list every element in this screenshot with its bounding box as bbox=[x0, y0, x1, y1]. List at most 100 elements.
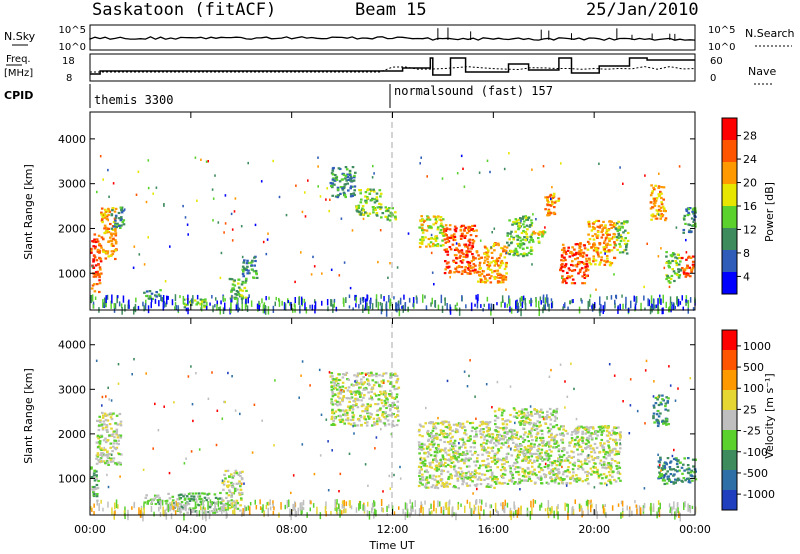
ground-echo bbox=[339, 509, 341, 518]
echo-cell bbox=[419, 425, 423, 428]
ground-echo bbox=[150, 302, 152, 309]
echo-cell bbox=[386, 398, 389, 401]
echo-cell bbox=[102, 420, 106, 423]
echo-cell bbox=[473, 427, 477, 430]
echo-cell bbox=[465, 251, 469, 254]
ground-echo bbox=[547, 297, 549, 306]
echo-cell bbox=[331, 169, 335, 172]
ground-echo bbox=[111, 507, 113, 516]
echo-cell bbox=[657, 193, 661, 196]
echo-cell bbox=[537, 241, 541, 244]
echo-cell bbox=[582, 271, 586, 274]
echo-cell bbox=[500, 442, 504, 445]
echo-cell bbox=[560, 265, 564, 268]
ground-echo bbox=[590, 501, 592, 506]
echo-cell bbox=[527, 477, 531, 480]
echo-cell bbox=[439, 244, 443, 247]
sparse-echo bbox=[304, 191, 306, 194]
echo-cell bbox=[486, 251, 490, 254]
echo-cell bbox=[544, 453, 548, 456]
echo-cell bbox=[330, 185, 333, 188]
echo-cell bbox=[480, 445, 483, 448]
echo-cell bbox=[494, 477, 497, 480]
echo-cell bbox=[599, 425, 602, 428]
echo-cell bbox=[583, 244, 586, 247]
echo-cell bbox=[576, 428, 580, 431]
echo-cell bbox=[474, 264, 477, 267]
echo-cell bbox=[674, 458, 678, 461]
echo-cell bbox=[540, 482, 544, 485]
echo-cell bbox=[586, 426, 590, 430]
echo-cell bbox=[331, 167, 335, 170]
echo-cell bbox=[660, 474, 663, 477]
echo-cell bbox=[436, 487, 440, 490]
echo-cell bbox=[471, 421, 475, 424]
ground-echo bbox=[588, 500, 590, 505]
echo-cell bbox=[483, 252, 486, 255]
echo-cell bbox=[677, 263, 681, 266]
echo-cell bbox=[541, 231, 544, 234]
ground-echo bbox=[362, 297, 365, 303]
echo-cell bbox=[336, 188, 340, 191]
ground-echo bbox=[640, 302, 642, 311]
echo-cell bbox=[550, 478, 554, 481]
echo-cell bbox=[539, 408, 543, 411]
ground-echo bbox=[410, 505, 412, 512]
echo-cell bbox=[439, 224, 443, 227]
echo-cell bbox=[203, 304, 206, 307]
echo-cell bbox=[106, 250, 110, 253]
echo-cell bbox=[196, 302, 200, 305]
echo-cell bbox=[362, 376, 365, 379]
echo-cell bbox=[498, 266, 502, 269]
echo-cell bbox=[229, 297, 233, 300]
echo-cell bbox=[113, 436, 116, 439]
echo-cell bbox=[243, 268, 247, 271]
echo-cell bbox=[384, 215, 387, 218]
echo-cell bbox=[418, 469, 422, 472]
echo-cell bbox=[611, 475, 614, 478]
echo-cell bbox=[158, 294, 162, 297]
echo-cell bbox=[346, 417, 350, 420]
echo-cell bbox=[606, 233, 609, 236]
echo-cell bbox=[608, 437, 612, 440]
echo-cell bbox=[581, 255, 585, 258]
echo-cell bbox=[617, 470, 620, 473]
echo-cell bbox=[555, 424, 559, 427]
ground-echo bbox=[91, 507, 93, 512]
echo-cell bbox=[155, 295, 158, 298]
echo-cell bbox=[349, 195, 353, 198]
echo-cell bbox=[451, 429, 455, 432]
echo-cell bbox=[589, 467, 593, 470]
echo-cell bbox=[419, 220, 423, 223]
echo-cell bbox=[606, 242, 609, 245]
echo-cell bbox=[516, 238, 519, 241]
echo-cell bbox=[424, 452, 427, 455]
echo-cell bbox=[540, 477, 543, 480]
echo-cell bbox=[527, 471, 530, 475]
echo-cell bbox=[574, 243, 578, 246]
echo-cell bbox=[565, 482, 569, 485]
echo-cell bbox=[687, 272, 690, 275]
ground-echo bbox=[503, 504, 506, 514]
echo-cell bbox=[114, 229, 117, 232]
echo-cell bbox=[615, 453, 618, 456]
echo-cell bbox=[561, 441, 565, 444]
echo-cell bbox=[444, 224, 448, 227]
sparse-echo bbox=[531, 263, 533, 266]
echo-cell bbox=[454, 444, 457, 448]
echo-cell bbox=[93, 283, 96, 286]
ground-echo bbox=[402, 305, 404, 313]
echo-cell bbox=[453, 235, 457, 238]
ground-echo bbox=[465, 304, 467, 309]
echo-cell bbox=[428, 463, 432, 466]
echo-cell bbox=[238, 293, 242, 297]
echo-cell bbox=[621, 226, 624, 229]
echo-cell bbox=[338, 373, 341, 376]
echo-cell bbox=[368, 397, 371, 400]
echo-cell bbox=[158, 502, 161, 506]
ground-echo bbox=[100, 499, 102, 504]
echo-cell bbox=[444, 260, 447, 263]
echo-cell bbox=[434, 222, 438, 225]
echo-cell bbox=[502, 428, 505, 431]
echo-cell bbox=[662, 476, 666, 479]
